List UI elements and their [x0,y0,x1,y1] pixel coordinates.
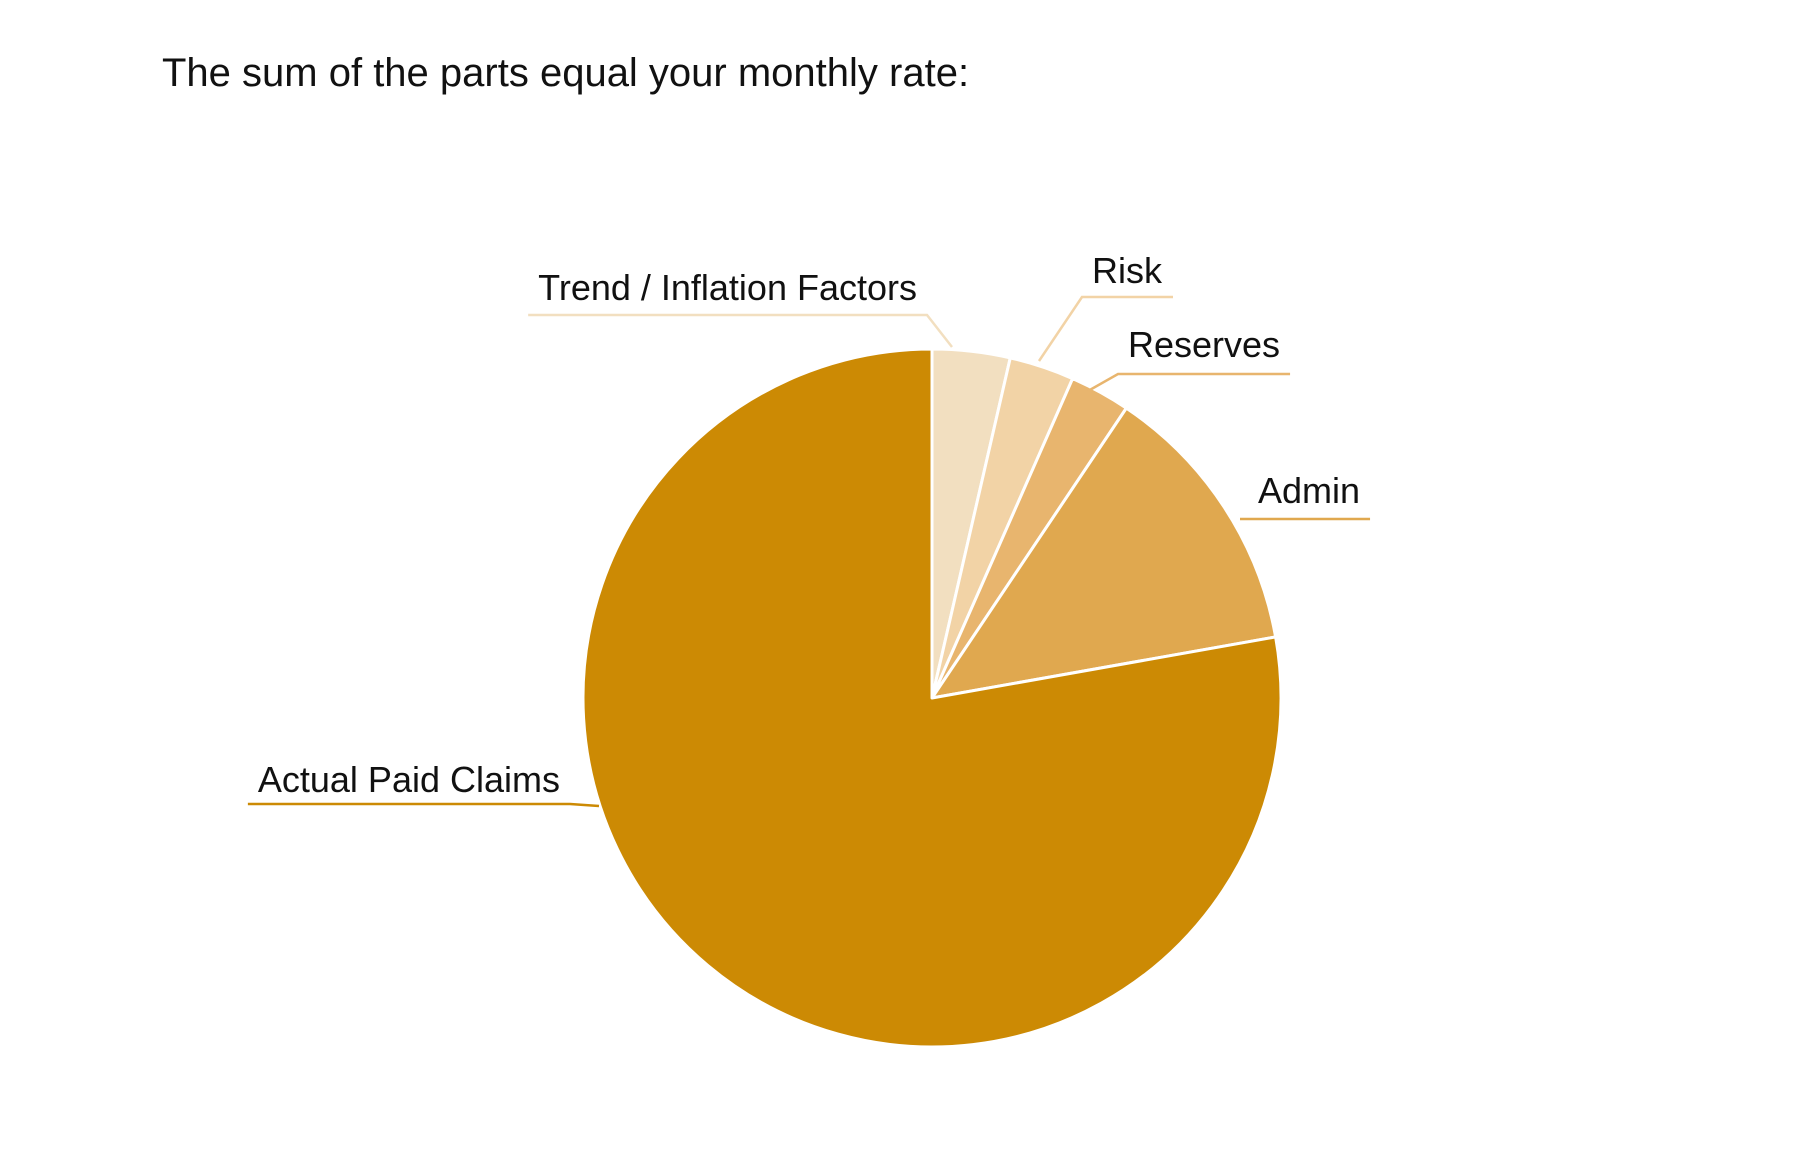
leader-line [528,313,953,348]
slice-label: Actual Paid Claims [258,759,560,800]
pie [581,347,1283,1049]
pie-slice [930,406,1278,700]
slice-label: Risk [1092,250,1163,291]
slice-label: Reserves [1128,324,1280,365]
pie-slice [581,347,1283,1049]
leader-line [1037,295,1173,362]
labels: Trend / Inflation Factors Risk Reserves Adm… [247,250,1371,808]
leader-line [1087,372,1291,393]
slice-label: Admin [1258,470,1360,511]
leader-line [247,802,600,808]
slice-label: Trend / Inflation Factors [538,267,917,308]
chart-title: The sum of the parts equal your monthly … [162,51,969,95]
